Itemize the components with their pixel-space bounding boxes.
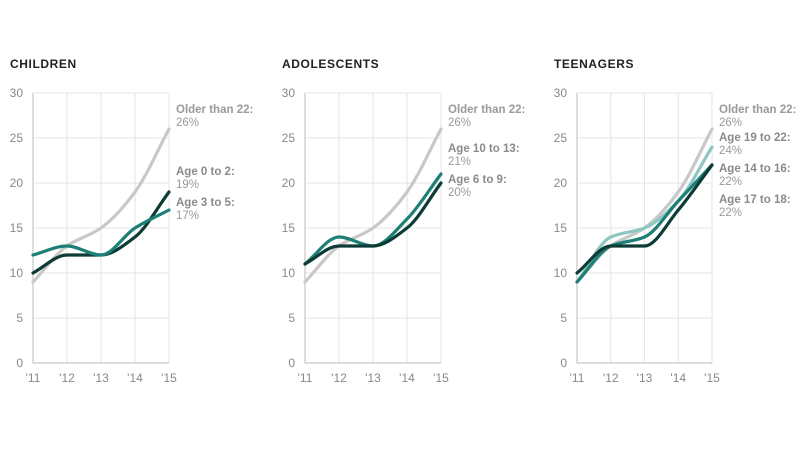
series-label-name: Age 6 to 9: xyxy=(448,174,507,186)
series-label-value: 19% xyxy=(176,179,199,191)
chart-panel-adolescents: ADOLESCENTS 0 5 10 15 20 25 30 '11 '12 '13 '14 '15 Ol… xyxy=(282,57,526,385)
series-label-value: 26% xyxy=(719,117,742,129)
chart-title: CHILDREN xyxy=(10,57,77,71)
series-label-name: Age 3 to 5: xyxy=(176,197,235,209)
y-tick-label: 20 xyxy=(10,176,24,190)
y-tick-label: 0 xyxy=(560,356,567,370)
y-tick-label: 15 xyxy=(10,221,24,235)
series-label-name: Age 19 to 22: xyxy=(719,132,791,144)
series-label-value: 20% xyxy=(448,187,471,199)
y-tick-label: 30 xyxy=(554,86,568,100)
x-tick-label: '11 xyxy=(26,371,41,385)
y-tick-label: 0 xyxy=(16,356,23,370)
series-label-name: Age 10 to 13: xyxy=(448,143,520,155)
y-tick-label: 0 xyxy=(288,356,295,370)
x-tick-label: '11 xyxy=(298,371,313,385)
y-tick-label: 15 xyxy=(554,221,568,235)
series-label-name: Older than 22: xyxy=(176,104,253,116)
series-line xyxy=(303,181,443,266)
series-label-name: Age 0 to 2: xyxy=(176,166,235,178)
x-tick-label: '12 xyxy=(603,371,619,385)
series-line xyxy=(575,163,714,275)
x-tick-label: '11 xyxy=(570,371,585,385)
x-tick-label: '13 xyxy=(365,371,381,385)
series-label-name: Age 14 to 16: xyxy=(719,163,791,175)
series-label-value: 21% xyxy=(448,156,471,168)
x-tick-label: '15 xyxy=(161,371,177,385)
series-label-value: 26% xyxy=(176,117,199,129)
x-tick-label: '14 xyxy=(399,371,415,385)
series-line xyxy=(303,127,443,284)
y-tick-label: 15 xyxy=(282,221,296,235)
y-tick-label: 20 xyxy=(282,176,296,190)
x-tick-label: '14 xyxy=(127,371,143,385)
x-tick-label: '13 xyxy=(637,371,653,385)
x-tick-label: '12 xyxy=(331,371,347,385)
chart-title: TEENAGERS xyxy=(554,57,634,71)
series-line xyxy=(31,208,171,257)
series-line xyxy=(575,145,714,284)
y-tick-label: 10 xyxy=(10,266,24,280)
x-tick-label: '14 xyxy=(670,371,686,385)
series-label-value: 26% xyxy=(448,117,471,129)
y-tick-label: 30 xyxy=(10,86,24,100)
y-tick-label: 25 xyxy=(10,131,24,145)
chart-title: ADOLESCENTS xyxy=(282,57,379,71)
series-label-value: 22% xyxy=(719,176,742,188)
chart-panel-teenagers: TEENAGERS 0 5 10 15 20 25 30 '11 '12 '13 '14 '15 Olde… xyxy=(554,57,797,385)
series-label-name: Older than 22: xyxy=(448,104,525,116)
series-line xyxy=(575,163,714,284)
x-tick-label: '13 xyxy=(93,371,109,385)
series-line xyxy=(31,127,171,284)
x-tick-label: '15 xyxy=(704,371,720,385)
y-tick-label: 5 xyxy=(288,311,295,325)
x-tick-label: '15 xyxy=(433,371,449,385)
series-label-value: 22% xyxy=(719,207,742,219)
y-tick-label: 5 xyxy=(16,311,23,325)
y-tick-label: 10 xyxy=(282,266,296,280)
chart-panel-children: CHILDREN 0 5 10 15 20 25 30 '11 '12 '13 '14 '15 Older… xyxy=(10,57,254,385)
y-tick-label: 10 xyxy=(554,266,568,280)
series-label-value: 24% xyxy=(719,145,742,157)
y-tick-label: 25 xyxy=(554,131,568,145)
y-tick-label: 25 xyxy=(282,131,296,145)
y-tick-label: 30 xyxy=(282,86,296,100)
y-tick-label: 5 xyxy=(560,311,567,325)
x-tick-label: '12 xyxy=(59,371,75,385)
series-label-name: Age 17 to 18: xyxy=(719,194,791,206)
y-tick-label: 20 xyxy=(554,176,568,190)
series-label-name: Older than 22: xyxy=(719,104,796,116)
series-label-value: 17% xyxy=(176,210,199,222)
